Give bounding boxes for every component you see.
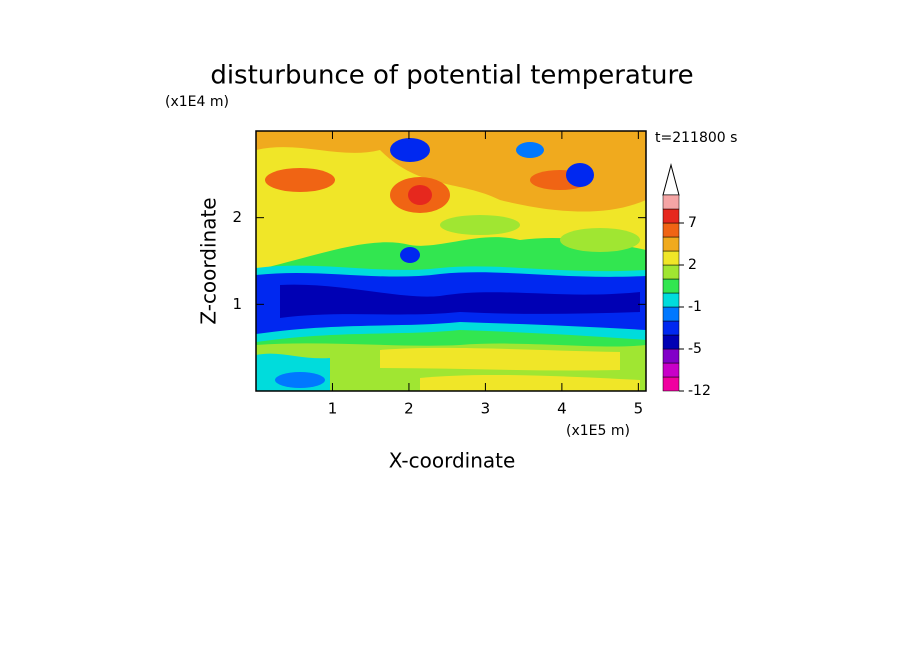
colorbar-segment <box>662 334 680 350</box>
time-label: t=211800 s <box>655 130 737 146</box>
chart-title: disturbunce of potential temperature <box>210 61 693 91</box>
y-axis-label: Z-coordinate <box>197 197 221 324</box>
colorbar-segment <box>662 278 680 294</box>
colorbar-segment <box>662 348 680 364</box>
colorbar-tick-label: 2 <box>688 257 697 273</box>
y-unit: (x1E4 m) <box>165 94 229 110</box>
colorbar-segment <box>662 362 680 378</box>
colorbar-segment <box>662 222 680 238</box>
plot-frame <box>255 130 647 392</box>
x-tick-label: 2 <box>404 400 414 418</box>
colorbar-tick-label: -12 <box>688 383 711 399</box>
y-tick-label: 1 <box>232 295 242 313</box>
x-tick-label: 3 <box>481 400 491 418</box>
colorbar-segment <box>662 376 680 392</box>
colorbar-extension <box>662 163 680 196</box>
x-tick-label: 1 <box>328 400 338 418</box>
colorbar-segment <box>662 320 680 336</box>
colorbar-segment <box>662 208 680 224</box>
colorbar-segment <box>662 194 680 210</box>
x-axis-label: X-coordinate <box>389 449 516 473</box>
colorbar-segment <box>662 236 680 252</box>
x-tick-label: 5 <box>634 400 644 418</box>
colorbar-tick-label: -1 <box>688 299 702 315</box>
x-tick-label: 4 <box>557 400 567 418</box>
colorbar-tick-label: -5 <box>688 341 702 357</box>
x-unit: (x1E5 m) <box>566 423 630 439</box>
colorbar-segment <box>662 250 680 266</box>
colorbar-tick-label: 7 <box>688 215 697 231</box>
colorbar-segment <box>662 306 680 322</box>
y-tick-label: 2 <box>232 208 242 226</box>
colorbar-segment <box>662 264 680 280</box>
colorbar-segment <box>662 292 680 308</box>
contour-field <box>256 131 646 391</box>
